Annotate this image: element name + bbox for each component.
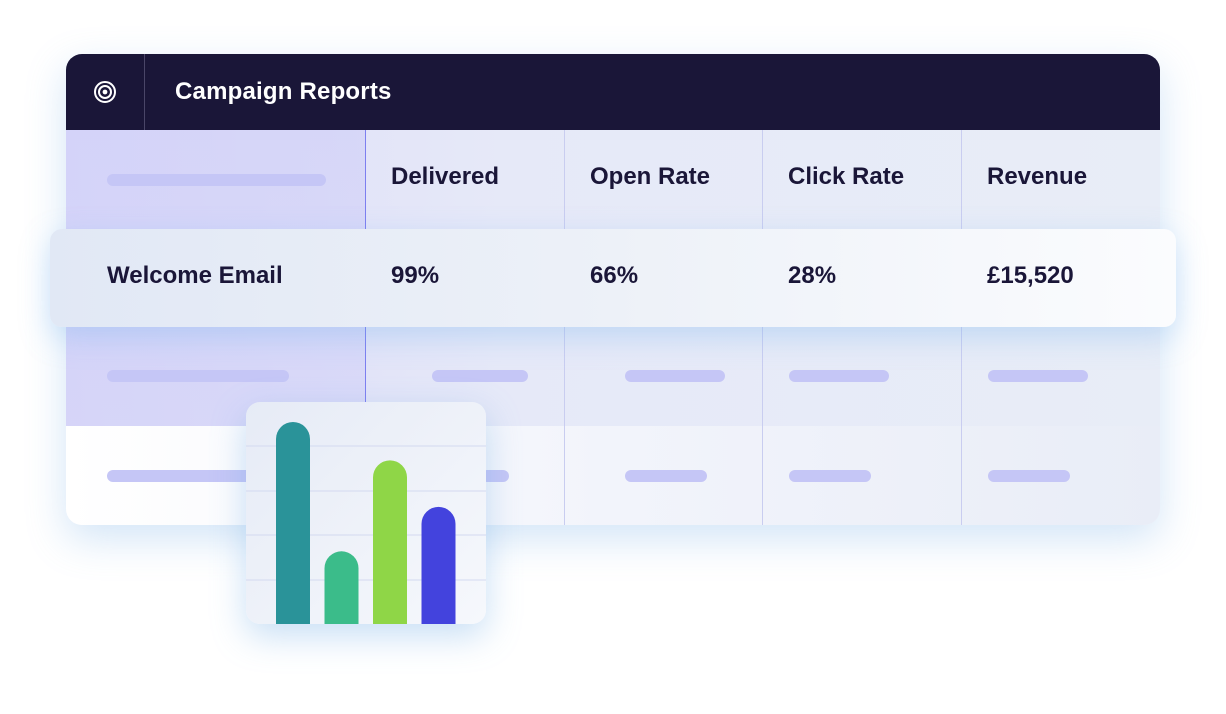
chart-bar (324, 551, 359, 624)
report-table: Delivered Open Rate Click Rate Revenue (66, 130, 1160, 525)
campaign-reports-window: Campaign Reports Delivered Open Rate Cli… (66, 54, 1160, 525)
placeholder-bar (625, 370, 725, 382)
page-title: Campaign Reports (175, 78, 392, 105)
bar-chart (246, 422, 486, 624)
placeholder-bar (988, 470, 1070, 482)
column-header-open-rate[interactable]: Open Rate (590, 163, 711, 190)
placeholder-bar (107, 370, 289, 382)
column-header-click-rate[interactable]: Click Rate (788, 163, 905, 190)
placeholder-bar (789, 470, 871, 482)
revenue-value: £15,520 (987, 262, 1074, 289)
column-header-revenue[interactable]: Revenue (987, 163, 1088, 190)
placeholder-bar (481, 470, 509, 482)
placeholder-bar (789, 370, 889, 382)
column-header-delivered[interactable]: Delivered (391, 163, 500, 190)
open-rate-value: 66% (590, 262, 639, 289)
bar-chart-card (246, 402, 486, 624)
placeholder-bar (625, 470, 707, 482)
campaign-name: Welcome Email (107, 262, 283, 289)
chart-bar (373, 460, 407, 624)
column-divider (762, 130, 763, 525)
target-icon-cell[interactable] (66, 54, 145, 130)
placeholder-bar (432, 370, 528, 382)
click-rate-value: 28% (788, 262, 837, 289)
target-icon (94, 81, 116, 103)
chart-bar (421, 506, 456, 624)
column-divider (961, 130, 962, 525)
placeholder-bar (107, 174, 326, 186)
highlighted-row-welcome-email[interactable]: Welcome Email 99% 66% 28% £15,520 (50, 229, 1176, 327)
column-divider (564, 130, 565, 525)
delivered-value: 99% (391, 262, 440, 289)
title-bar: Campaign Reports (66, 54, 1160, 130)
placeholder-bar (988, 370, 1088, 382)
chart-bar (276, 422, 310, 624)
